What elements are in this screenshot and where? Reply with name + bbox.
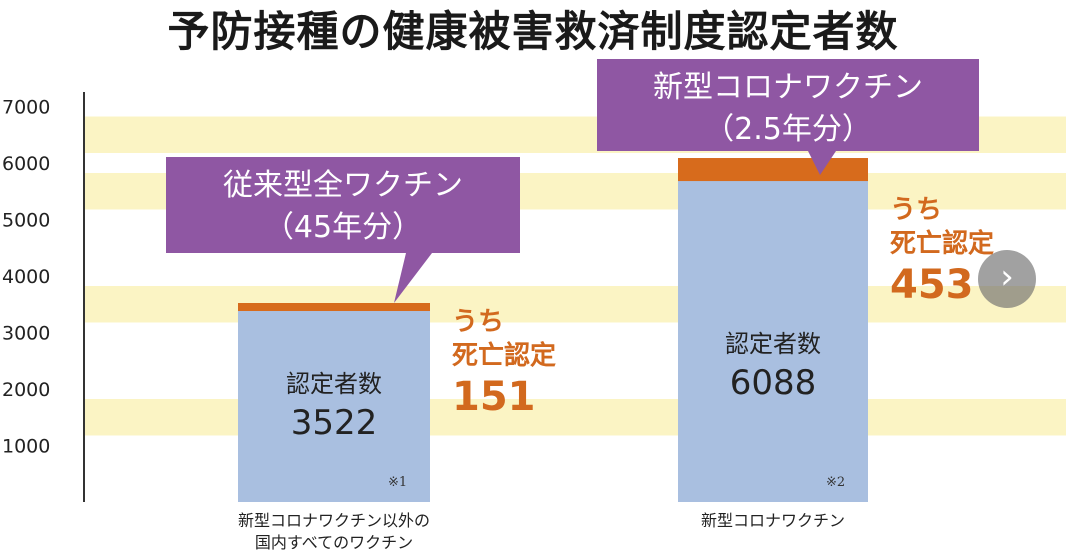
chevron-right-icon: › — [1000, 257, 1014, 297]
death-value: 151 — [452, 374, 536, 420]
y-tick-label: 2000 — [2, 379, 50, 401]
death-label-line: うち — [452, 307, 504, 337]
y-tick-label: 6000 — [2, 153, 50, 175]
callout-subtitle: （45年分） — [264, 210, 422, 245]
category-label: 新型コロナワクチン — [701, 511, 845, 530]
death-label-line: 死亡認定 — [452, 340, 556, 371]
bar-note: ※2 — [826, 475, 845, 490]
callout-title: 新型コロナワクチン — [653, 70, 923, 105]
bar-count-label: 認定者数 — [725, 330, 821, 358]
y-tick-label: 4000 — [2, 266, 50, 288]
death-value: 453 — [890, 262, 974, 308]
bar-death — [238, 303, 430, 312]
bar-count — [238, 303, 430, 502]
bar-count — [678, 158, 868, 502]
death-label-line: うち — [890, 195, 942, 225]
grid-band — [84, 399, 1066, 436]
callout-box — [166, 157, 520, 303]
y-tick-label: 1000 — [2, 436, 50, 458]
death-label-line: 死亡認定 — [890, 228, 994, 259]
chart-title: 予防接種の健康被害救済制度認定者数 — [167, 7, 899, 56]
bar-note: ※1 — [388, 475, 407, 490]
callout-title: 従来型全ワクチン — [223, 168, 463, 203]
bar-count-label: 認定者数 — [286, 370, 382, 398]
bar-death — [678, 158, 868, 182]
y-tick-label: 7000 — [2, 97, 50, 119]
category-label: 新型コロナワクチン以外の — [238, 511, 430, 530]
category-label: 国内すべてのワクチン — [255, 533, 413, 552]
y-tick-label: 5000 — [2, 210, 50, 232]
callout-subtitle: （2.5年分） — [704, 112, 872, 147]
bar-count-value: 3522 — [291, 403, 378, 443]
next-slide-button[interactable]: › — [978, 250, 1036, 308]
callout-box — [597, 59, 979, 175]
bar-count-value: 6088 — [730, 363, 817, 403]
y-tick-label: 3000 — [2, 323, 50, 345]
